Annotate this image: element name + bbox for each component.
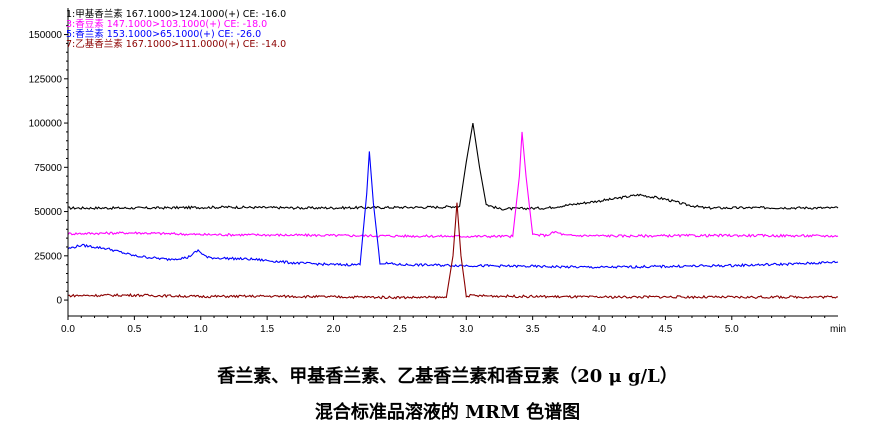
y-tick-label: 25000 <box>34 251 62 262</box>
legend-entry-4: 7:乙基香兰素 167.1000>111.0000(+) CE: -14.0 <box>66 38 286 50</box>
y-tick-label: 150000 <box>29 30 63 41</box>
x-tick-label: 5.0 <box>725 324 739 335</box>
legend-entry-1: 1:甲基香兰素 167.1000>124.1000(+) CE: -16.0 <box>66 8 286 20</box>
x-tick-label: 1.5 <box>260 324 274 335</box>
x-tick-label: 3.0 <box>459 324 473 335</box>
y-tick-label: 125000 <box>29 74 63 85</box>
chart-caption-line-1: 香兰素、甲基香兰素、乙基香兰素和香豆素（20 μ g/L） <box>217 366 678 387</box>
series-line-4 <box>67 202 839 300</box>
x-tick-label: 4.0 <box>592 324 606 335</box>
series-layer <box>67 122 839 300</box>
x-tick-label: 1.0 <box>194 324 208 335</box>
legend-entry-3: 5:香兰素 153.1000>65.1000(+) CE: -26.0 <box>66 28 261 40</box>
x-tick-label: 2.5 <box>393 324 407 335</box>
axes-layer: 0 25000 50000 75000 100000 125000 150000 0.0 0.5… <box>29 8 846 335</box>
y-tick-label: 100000 <box>29 119 63 130</box>
y-tick-label: 0 <box>56 296 62 307</box>
x-tick-label: 0.0 <box>61 324 75 335</box>
x-unit-label: min <box>830 324 846 335</box>
y-tick-label: 75000 <box>34 163 62 174</box>
x-tick-label: 2.0 <box>327 324 341 335</box>
y-tick-label: 50000 <box>34 207 62 218</box>
chart-caption-line-2: 混合标准品溶液的 MRM 色谱图 <box>314 402 581 423</box>
series-line-2 <box>67 131 839 239</box>
legend-entry-2: 3:香豆素 147.1000>103.1000(+) CE: -18.0 <box>66 18 267 30</box>
x-tick-label: 0.5 <box>127 324 141 335</box>
legend: 1:甲基香兰素 167.1000>124.1000(+) CE: -16.03:… <box>66 8 286 50</box>
x-tick-label: 4.5 <box>658 324 672 335</box>
series-line-1 <box>67 122 839 211</box>
series-line-3 <box>67 151 839 269</box>
chart-area: 0 25000 50000 75000 100000 125000 150000 0.0 0.5… <box>29 8 846 335</box>
x-tick-label: 3.5 <box>526 324 540 335</box>
